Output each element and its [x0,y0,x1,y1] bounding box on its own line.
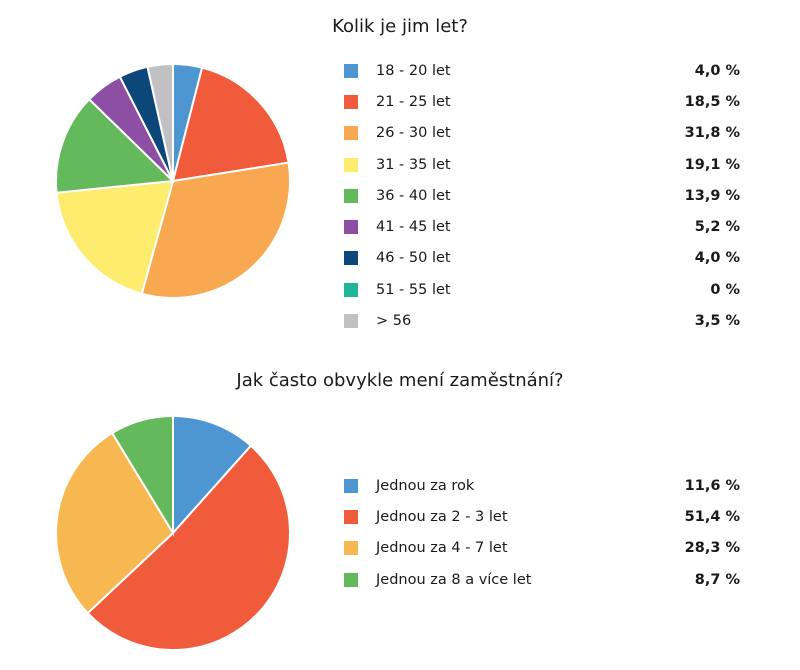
legend-label: 26 - 30 let [376,125,451,142]
legend-swatch [344,126,358,141]
legend-item: 18 - 20 let 4,0 % [344,55,740,86]
pie-slice [171,66,290,183]
legend-swatch [344,478,358,493]
legend-percent: 5,2 % [694,219,740,236]
legend-job-change: Jednou za rok 11,6 % Jednou za 2 - 3 let 51… [344,470,740,595]
legend-percent: 8,7 % [694,571,740,588]
pie-slice [110,414,174,537]
legend-item: Jednou za 2 - 3 let 51,4 % [344,501,740,532]
legend-label: 31 - 35 let [376,156,451,173]
legend-label: 36 - 40 let [376,187,451,204]
pie-slice [140,161,291,299]
pie-slice [55,179,175,295]
legend-swatch [344,188,358,203]
legend-item: Jednou za rok 11,6 % [344,470,740,501]
legend-label: > 56 [376,313,412,330]
legend-age: 18 - 20 let 4,0 % 21 - 25 let 18,5 % 26 - 30… [344,55,740,337]
legend-swatch [344,94,358,109]
legend-label: 41 - 45 let [376,219,451,236]
legend-label: 46 - 50 let [376,250,451,267]
legend-item: Jednou za 4 - 7 let 28,3 % [344,533,740,564]
legend-item: Jednou za 8 a více let 8,7 % [344,564,740,595]
legend-swatch [344,541,358,556]
legend-item: 26 - 30 let 31,8 % [344,118,740,149]
legend-percent: 4,0 % [694,250,740,267]
legend-swatch [344,157,358,172]
legend-label: 18 - 20 let [376,62,451,79]
legend-swatch [344,572,358,587]
legend-percent: 28,3 % [684,540,740,557]
legend-label: Jednou za 2 - 3 let [376,508,508,525]
legend-label: 51 - 55 let [376,281,451,298]
pie-slice [146,62,174,182]
legend-item: > 56 3,5 % [344,305,740,336]
legend-label: Jednou za 8 a více let [376,571,532,588]
legend-swatch [344,314,358,329]
legend-label: Jednou za rok [376,477,475,494]
legend-percent: 4,0 % [694,62,740,79]
legend-item: 21 - 25 let 18,5 % [344,86,740,117]
pie-chart-job-change [55,414,292,651]
legend-percent: 11,6 % [684,477,740,494]
legend-percent: 51,4 % [684,508,740,525]
legend-label: Jednou za 4 - 7 let [376,540,508,557]
legend-item: 31 - 35 let 19,1 % [344,149,740,180]
legend-swatch [344,63,358,78]
legend-label: 21 - 25 let [376,93,451,110]
legend-swatch [344,251,358,266]
legend-item: 41 - 45 let 5,2 % [344,211,740,242]
pie-slice [55,431,175,615]
legend-swatch [344,220,358,235]
pie-chart-age [55,62,291,299]
legend-percent: 31,8 % [684,125,740,142]
legend-percent: 18,5 % [684,93,740,110]
legend-item: 36 - 40 let 13,9 % [344,180,740,211]
legend-item: 46 - 50 let 4,0 % [344,243,740,274]
legend-percent: 0 % [710,281,740,298]
chart-title-job-change: Jak často obvykle mení zaměstnání? [236,370,564,391]
legend-item: 51 - 55 let 0 % [344,274,740,305]
legend-swatch [344,282,358,297]
legend-percent: 13,9 % [684,187,740,204]
legend-percent: 3,5 % [694,313,740,330]
legend-percent: 19,1 % [684,156,740,173]
pie-slice [172,414,253,536]
pie-slice [86,444,292,651]
chart-title-age: Kolik je jim let? [332,16,468,37]
pie-slice [55,97,176,194]
legend-swatch [344,509,358,524]
